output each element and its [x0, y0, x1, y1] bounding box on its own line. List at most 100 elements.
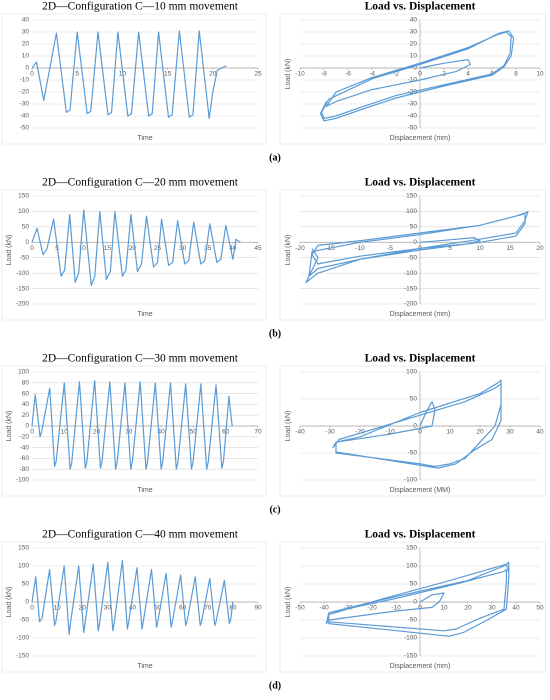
panel-label: (b) — [269, 328, 281, 339]
x-tick-label: 5 — [448, 245, 452, 252]
y-axis-label: Load (kN) — [6, 411, 13, 442]
panel-label: (a) — [269, 152, 281, 163]
y-tick-label: 50 — [22, 581, 30, 588]
chart-title: Load vs. Displacement — [365, 177, 476, 189]
x-axis-label: Time — [137, 663, 152, 670]
x-tick-label: -50 — [295, 605, 305, 612]
y-tick-label: -100 — [16, 477, 29, 484]
x-tick-label: -20 — [295, 245, 305, 252]
y-tick-label: -200 — [404, 301, 417, 308]
x-tick-label: -40 — [295, 429, 305, 436]
y-tick-label: 0 — [25, 599, 29, 606]
y-axis-label: Load (kN) — [285, 587, 292, 618]
x-tick-label: 5 — [75, 71, 79, 78]
y-tick-label: 20 — [22, 412, 30, 419]
y-tick-label: -50 — [408, 450, 418, 457]
series-line — [31, 380, 233, 470]
x-tick-label: 30 — [179, 245, 187, 252]
x-tick-label: 30 — [104, 605, 112, 612]
y-tick-label: -50 — [20, 254, 30, 261]
x-tick-label: -10 — [355, 245, 365, 252]
y-tick-label: 50 — [22, 224, 30, 231]
y-tick-label: -50 — [20, 125, 30, 132]
x-tick-label: 40 — [158, 429, 166, 436]
x-tick-label: -4 — [369, 71, 375, 78]
x-tick-label: -20 — [367, 605, 377, 612]
y-tick-label: 10 — [410, 53, 418, 60]
y-tick-label: 40 — [22, 17, 30, 24]
y-tick-label: -100 — [404, 635, 417, 642]
y-tick-label: -100 — [16, 270, 29, 277]
chart-frame — [279, 13, 547, 145]
y-axis-label: Load (kN) — [285, 59, 292, 90]
y-tick-label: 40 — [22, 401, 30, 408]
x-tick-label: 45 — [254, 245, 262, 252]
y-tick-label: -100 — [16, 635, 29, 642]
x-tick-label: 70 — [204, 605, 212, 612]
y-tick-label: 20 — [410, 41, 418, 48]
y-tick-label: 150 — [406, 545, 417, 552]
chart-frame — [1, 13, 267, 145]
x-tick-label: 4 — [466, 71, 470, 78]
x-tick-label: 15 — [506, 245, 514, 252]
x-tick-label: -30 — [325, 429, 335, 436]
x-tick-label: 0 — [30, 429, 34, 436]
y-tick-label: 20 — [22, 41, 30, 48]
series-line — [31, 30, 227, 119]
x-tick-label: -6 — [345, 71, 351, 78]
y-tick-label: 30 — [22, 29, 30, 36]
y-tick-label: 150 — [18, 193, 29, 200]
x-tick-label: -5 — [387, 245, 393, 252]
y-tick-label: 50 — [410, 224, 418, 231]
series-line — [31, 209, 241, 287]
y-tick-label: -150 — [404, 653, 417, 660]
y-tick-label: 150 — [18, 545, 29, 552]
y-tick-label: 50 — [410, 396, 418, 403]
y-tick-label: 0 — [25, 423, 29, 430]
x-tick-label: 20 — [93, 429, 101, 436]
y-tick-label: -50 — [408, 254, 418, 261]
series-line — [325, 561, 510, 637]
x-tick-label: 8 — [514, 71, 518, 78]
y-tick-label: 100 — [18, 563, 29, 570]
y-tick-label: 40 — [410, 17, 418, 24]
y-axis-label: Load (kN) — [285, 235, 292, 266]
y-tick-label: -10 — [20, 77, 30, 84]
x-axis-label: Displacement (mm) — [390, 135, 451, 142]
y-tick-label: 0 — [25, 65, 29, 72]
chart-title: 2D—Configuration C—10 mm movement — [42, 1, 239, 13]
x-tick-label: 20 — [129, 245, 137, 252]
y-tick-label: 150 — [406, 193, 417, 200]
series-line — [319, 30, 515, 122]
y-tick-label: 100 — [406, 208, 417, 215]
x-tick-label: 35 — [204, 245, 212, 252]
chart-title: 2D—Configuration C—30 mm movement — [42, 353, 239, 365]
y-tick-label: -20 — [20, 434, 30, 441]
y-tick-label: 10 — [22, 53, 30, 60]
x-tick-label: -10 — [385, 429, 395, 436]
y-tick-label: 80 — [22, 380, 30, 387]
x-tick-label: 0 — [418, 71, 422, 78]
x-tick-label: -10 — [391, 605, 401, 612]
y-tick-label: 0 — [25, 239, 29, 246]
y-tick-label: -30 — [20, 101, 30, 108]
y-axis-label: Load (kN) — [285, 411, 292, 442]
x-tick-label: 20 — [464, 605, 472, 612]
chart-frame — [279, 189, 547, 321]
x-axis-label: Displacement (mm) — [390, 311, 451, 318]
chart-title: Load vs. Displacement — [365, 353, 476, 365]
x-axis-label: Displacement (MM) — [390, 487, 451, 494]
y-tick-label: 100 — [18, 369, 29, 376]
y-tick-label: -40 — [20, 444, 30, 451]
y-tick-label: -100 — [404, 270, 417, 277]
x-tick-label: 50 — [190, 429, 198, 436]
y-tick-label: -50 — [408, 125, 418, 132]
x-axis-label: Time — [137, 487, 152, 494]
y-tick-label: -60 — [20, 455, 30, 462]
x-axis-label: Time — [137, 135, 152, 142]
x-tick-label: 80 — [229, 605, 237, 612]
y-tick-label: -200 — [16, 301, 29, 308]
x-tick-label: 20 — [209, 71, 217, 78]
x-tick-label: 0 — [30, 605, 34, 612]
x-tick-label: 10 — [536, 71, 544, 78]
